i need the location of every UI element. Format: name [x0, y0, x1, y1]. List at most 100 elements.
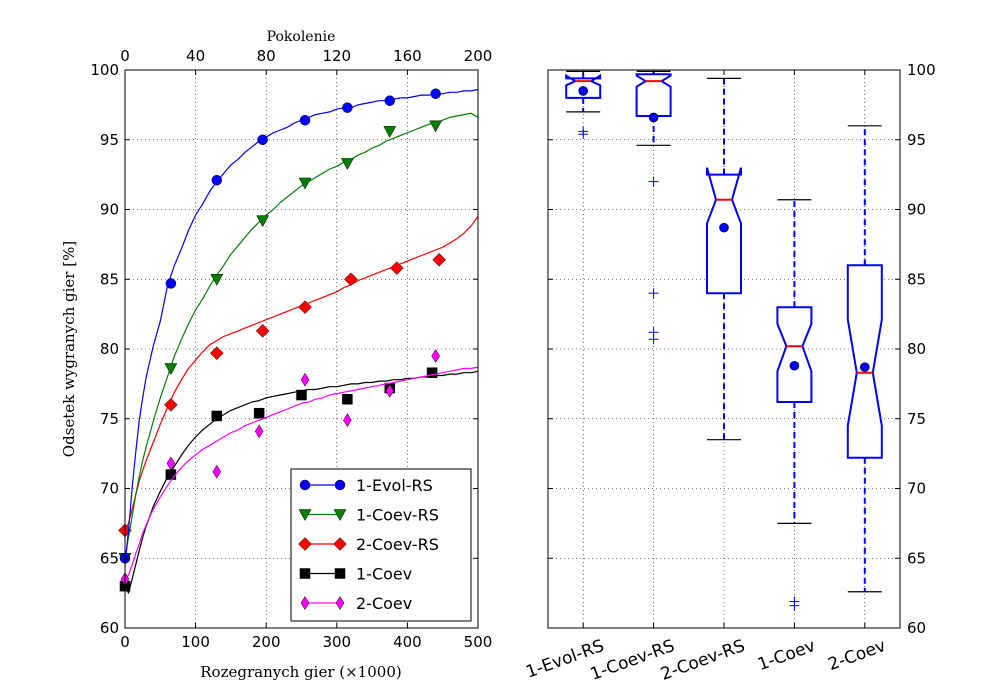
box-2-coev-rs [706, 77, 742, 441]
mean-marker [648, 112, 659, 123]
y-tick-label: 65 [907, 549, 926, 567]
x-tick-label: 500 [464, 633, 493, 651]
x-tick-label: 100 [181, 633, 210, 651]
y-tick-label: 80 [100, 340, 119, 358]
legend-label: 1-Coev [356, 565, 412, 584]
series-marker [164, 397, 178, 412]
series-line [124, 88, 479, 566]
legend-marker [299, 568, 311, 579]
series-line [124, 366, 479, 580]
legend-box [290, 468, 472, 622]
series-marker [253, 407, 265, 419]
top-x-tick-label: 200 [464, 47, 493, 65]
legend-label: 1-Evol-RS [356, 476, 433, 495]
series-marker [256, 215, 270, 228]
y-axis-label: Odsetek wygranych gier [%] [60, 241, 78, 457]
x-tick-label: 400 [393, 633, 422, 651]
series-marker [299, 114, 311, 126]
legend-marker [334, 479, 346, 491]
y-tick-label: 90 [100, 201, 119, 219]
legend-marker [334, 568, 346, 579]
top-x-tick-label: 120 [322, 47, 351, 65]
legend-marker [298, 537, 312, 551]
series-marker [342, 393, 353, 405]
legend-label: 1-Coev-RS [356, 506, 439, 525]
series-marker [211, 410, 223, 422]
legend-marker [299, 479, 311, 491]
box-1-coev [776, 199, 813, 611]
series-marker [257, 134, 268, 145]
mean-marker [719, 222, 729, 233]
box-2-coev [846, 125, 883, 593]
series-marker [342, 102, 353, 113]
legend-entry: 2-Coev-RS [298, 535, 439, 554]
legend-entry: 1-Evol-RS [299, 476, 433, 495]
series-marker [430, 88, 441, 99]
outlier-marker [648, 176, 659, 187]
y-tick-label: 70 [907, 480, 926, 498]
legend-marker [298, 509, 312, 522]
legend-label: 2-Coev-RS [356, 535, 439, 554]
x-tick-label: 200 [252, 633, 281, 651]
series-marker [254, 424, 264, 439]
x-tick-label: 0 [120, 633, 130, 651]
top-x-tick-label: 0 [120, 47, 130, 65]
y-tick-label: 60 [907, 619, 926, 637]
outlier-marker [648, 288, 659, 299]
series-line [124, 216, 479, 531]
box-1-coev-rs [635, 70, 672, 345]
x-tick-label: 300 [322, 633, 351, 651]
series-marker [426, 367, 438, 378]
series-marker [210, 274, 224, 286]
y-tick-label: 60 [100, 619, 119, 637]
series-marker [166, 456, 176, 471]
series-2-coev-rs [118, 216, 479, 538]
series-marker [389, 261, 404, 275]
series-marker [296, 389, 307, 401]
legend-marker [333, 537, 347, 551]
legend-marker [333, 509, 347, 522]
y-tick-label: 75 [100, 410, 119, 428]
notched-box [776, 306, 813, 403]
outlier-marker [578, 126, 589, 137]
line-chart-series [118, 88, 479, 594]
legend-entry: 1-Coev [299, 565, 412, 584]
legend: 1-Evol-RS 1-Coev-RS 2-Coev-RS 1-Coev 2-Coev [290, 468, 472, 622]
series-marker [344, 272, 358, 287]
series-marker [343, 413, 352, 428]
legend-entry: 2-Coev [300, 594, 412, 613]
box-1-evol-rs [565, 70, 602, 140]
top-x-tick-label: 40 [186, 47, 205, 65]
series-marker [165, 278, 177, 289]
legend-entry: 1-Coev-RS [298, 506, 439, 525]
series-marker [429, 120, 443, 133]
mean-marker [789, 360, 800, 371]
series-marker [340, 158, 354, 170]
series-2-coev [120, 348, 479, 587]
series-1-coev-rs [118, 112, 479, 565]
mean-marker [859, 362, 870, 372]
y-tick-label: 75 [907, 410, 926, 428]
series-marker [431, 348, 440, 363]
series-marker [432, 252, 447, 267]
series-1-evol-rs [119, 88, 479, 566]
y-tick-label: 95 [100, 131, 119, 149]
x-axis-label: Rozegranych gier (×1000) [200, 663, 401, 681]
series-marker [384, 95, 395, 106]
series-marker [298, 300, 312, 315]
notched-box [846, 264, 883, 459]
y-tick-label: 85 [907, 270, 926, 288]
y-tick-label: 100 [90, 61, 119, 79]
series-marker [298, 177, 312, 190]
series-marker [385, 383, 395, 398]
y-tick-label: 70 [100, 480, 119, 498]
legend-label: 2-Coev [356, 594, 412, 613]
series-marker [383, 126, 397, 138]
series-marker [300, 372, 310, 387]
legend-marker [335, 596, 345, 610]
y-tick-label: 90 [907, 201, 926, 219]
series-marker [211, 174, 223, 186]
